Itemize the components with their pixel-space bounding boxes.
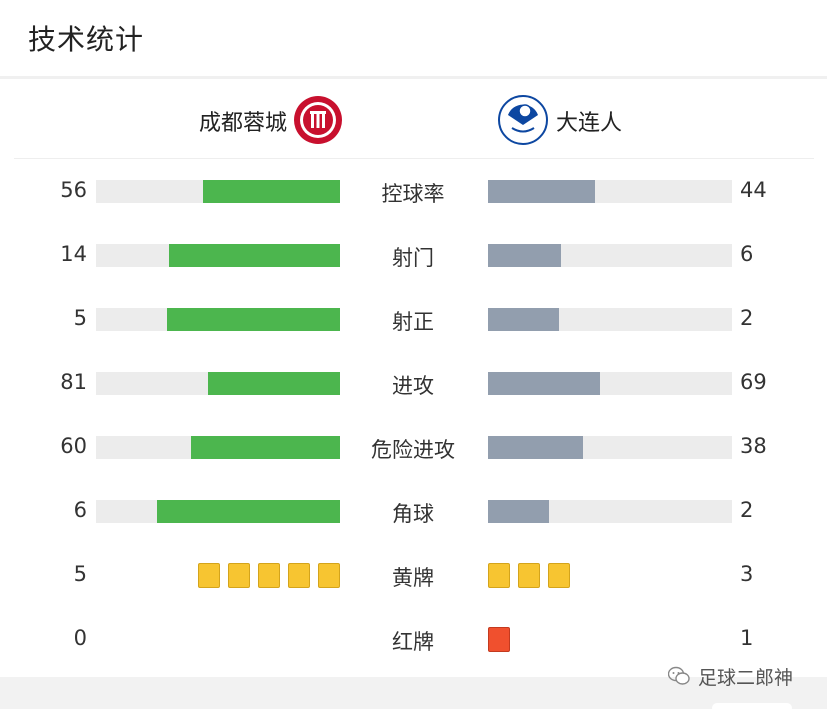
- stat-label: 射门: [392, 246, 434, 270]
- yellow-card-icon: [518, 563, 540, 588]
- stat-row: 5 射正 2: [0, 300, 827, 340]
- away-stat-bar: [488, 500, 549, 523]
- away-stat-track: [488, 436, 732, 459]
- home-team-name[interactable]: 成都蓉城: [198, 111, 287, 136]
- page-title: 技术统计: [28, 23, 145, 56]
- watermark: 足球二郎神: [668, 661, 793, 691]
- stat-label: 进攻: [392, 374, 434, 398]
- away-stat-track: [488, 308, 732, 331]
- header: 技术统计: [0, 0, 827, 78]
- away-stat-bar: [488, 180, 595, 203]
- away-stat-track: [488, 180, 732, 203]
- card-label: 红牌: [392, 630, 434, 654]
- away-stat-bar: [488, 436, 583, 459]
- away-stat-track: [488, 500, 732, 523]
- home-stat-track: [96, 308, 340, 331]
- home-card-count: 0: [73, 626, 87, 650]
- yellow-card-icon: [288, 563, 310, 588]
- watermark-text: 足球二郎神: [698, 666, 794, 689]
- away-stat-value: 2: [740, 498, 754, 522]
- away-stat-value: 44: [740, 178, 767, 202]
- stat-label: 控球率: [381, 182, 445, 206]
- red-card-icon: [488, 627, 510, 652]
- away-stat-bar: [488, 372, 600, 395]
- away-stat-value: 2: [740, 306, 754, 330]
- away-stat-value: 6: [740, 242, 754, 266]
- wechat-icon: [668, 666, 690, 685]
- away-card-count: 3: [740, 562, 754, 586]
- away-team-logo-icon[interactable]: [498, 95, 548, 145]
- home-stat-track: [96, 500, 340, 523]
- away-stat-value: 69: [740, 370, 767, 394]
- home-team-logo-icon[interactable]: [293, 95, 343, 145]
- stat-row: 6 角球 2: [0, 492, 827, 532]
- stat-label: 射正: [392, 310, 434, 334]
- away-stat-bar: [488, 308, 559, 331]
- home-stat-value: 6: [73, 498, 87, 522]
- away-stat-track: [488, 244, 732, 267]
- card-row: 0 红牌 1: [0, 620, 827, 660]
- divider: [0, 76, 827, 79]
- away-stat-track: [488, 372, 732, 395]
- yellow-card-icon: [258, 563, 280, 588]
- home-stat-track: [96, 244, 340, 267]
- home-stat-bar: [208, 372, 340, 395]
- card-label: 黄牌: [392, 566, 434, 590]
- home-stat-value: 60: [60, 434, 87, 458]
- stat-row: 14 射门 6: [0, 236, 827, 276]
- home-stat-track: [96, 180, 340, 203]
- home-card-count: 5: [73, 562, 87, 586]
- footer-band: [0, 677, 827, 709]
- home-stat-bar: [167, 308, 340, 331]
- card-row: 5 黄牌 3: [0, 556, 827, 596]
- home-stat-bar: [157, 500, 340, 523]
- home-stat-track: [96, 372, 340, 395]
- home-stat-track: [96, 436, 340, 459]
- away-team-name[interactable]: 大连人: [556, 111, 623, 136]
- yellow-card-icon: [548, 563, 570, 588]
- home-stat-bar: [191, 436, 340, 459]
- away-card-count: 1: [740, 626, 754, 650]
- yellow-card-icon: [488, 563, 510, 588]
- home-cards: [198, 563, 340, 588]
- away-cards: [488, 627, 510, 652]
- home-stat-value: 14: [60, 242, 87, 266]
- yellow-card-icon: [198, 563, 220, 588]
- home-stat-value: 56: [60, 178, 87, 202]
- stat-row: 56 控球率 44: [0, 172, 827, 212]
- away-stat-bar: [488, 244, 561, 267]
- scroll-handle: [712, 703, 792, 709]
- home-stat-bar: [169, 244, 340, 267]
- yellow-card-icon: [318, 563, 340, 588]
- home-stat-value: 5: [73, 306, 87, 330]
- teams-header: 成都蓉城 大连人: [0, 79, 827, 159]
- divider: [14, 158, 814, 159]
- stat-row: 60 危险进攻 38: [0, 428, 827, 468]
- away-cards: [488, 563, 570, 588]
- yellow-card-icon: [228, 563, 250, 588]
- home-stat-value: 81: [60, 370, 87, 394]
- home-stat-bar: [203, 180, 340, 203]
- stat-row: 81 进攻 69: [0, 364, 827, 404]
- stat-label: 角球: [392, 502, 434, 526]
- stat-label: 危险进攻: [371, 438, 455, 462]
- away-stat-value: 38: [740, 434, 767, 458]
